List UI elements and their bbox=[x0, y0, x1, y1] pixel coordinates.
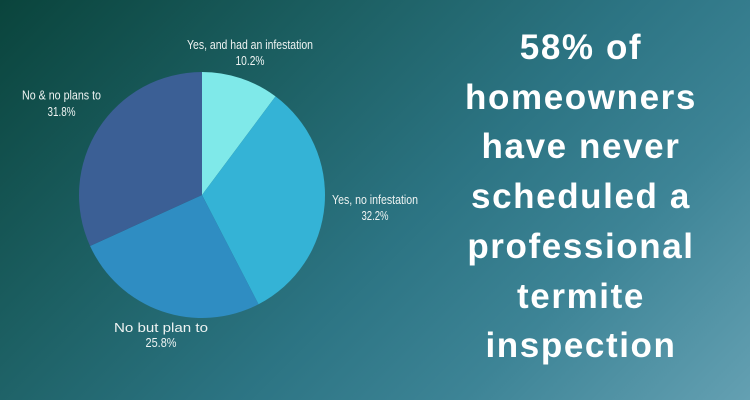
svg-text:25.8%: 25.8% bbox=[146, 336, 177, 350]
svg-text:32.2%: 32.2% bbox=[362, 209, 389, 223]
svg-text:No but plan to: No but plan to bbox=[114, 321, 208, 335]
svg-text:31.8%: 31.8% bbox=[48, 105, 76, 119]
svg-text:No & no plans to: No & no plans to bbox=[22, 89, 101, 103]
svg-text:Yes, and had an infestation: Yes, and had an infestation bbox=[187, 38, 313, 52]
svg-text:10.2%: 10.2% bbox=[236, 54, 265, 68]
